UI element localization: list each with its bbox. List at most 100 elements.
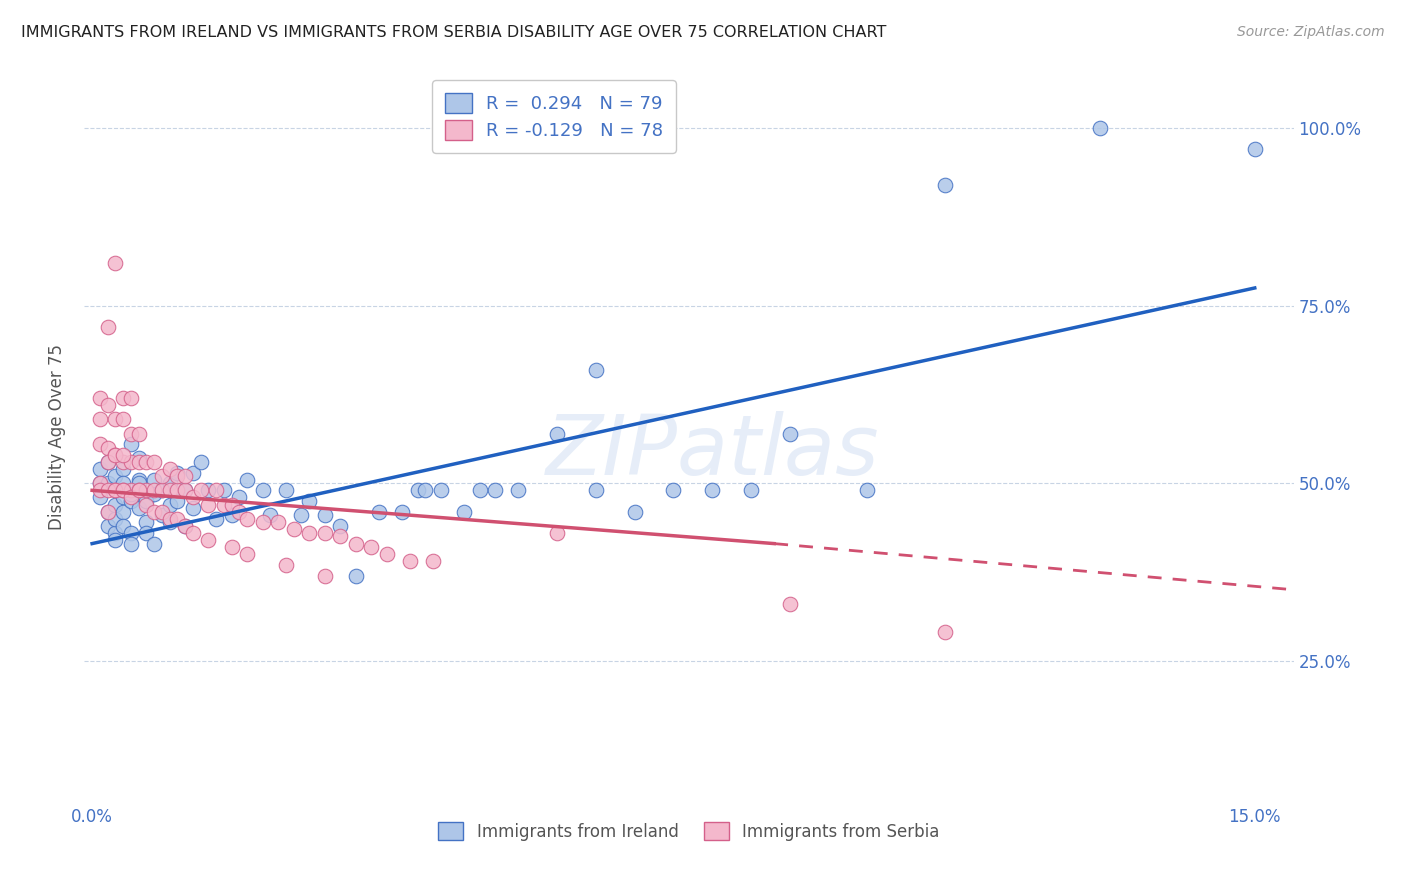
Point — [212, 483, 235, 498]
Point — [267, 516, 290, 530]
Point — [190, 483, 212, 498]
Point — [236, 473, 259, 487]
Point — [120, 437, 142, 451]
Point — [104, 525, 127, 540]
Point — [174, 483, 197, 498]
Point — [128, 426, 150, 441]
Point — [143, 455, 166, 469]
Point — [143, 487, 166, 501]
Point — [623, 505, 645, 519]
Point — [128, 473, 150, 487]
Point — [375, 547, 398, 561]
Point — [205, 483, 228, 498]
Point — [143, 483, 166, 498]
Point — [585, 483, 607, 498]
Point — [128, 483, 150, 498]
Point — [221, 498, 243, 512]
Point — [120, 491, 142, 505]
Point — [104, 512, 127, 526]
Point — [174, 483, 197, 498]
Point — [112, 455, 135, 469]
Point — [112, 483, 135, 498]
Point — [329, 529, 352, 543]
Point — [274, 558, 297, 572]
Point — [104, 498, 127, 512]
Point — [150, 469, 173, 483]
Point — [112, 391, 135, 405]
Point — [212, 498, 235, 512]
Point — [112, 476, 135, 491]
Point — [97, 505, 120, 519]
Point — [779, 426, 801, 441]
Point — [166, 469, 188, 483]
Point — [1243, 143, 1265, 157]
Point — [166, 466, 188, 480]
Point — [329, 519, 352, 533]
Point — [120, 494, 142, 508]
Point — [120, 483, 142, 498]
Point — [143, 473, 166, 487]
Point — [399, 554, 422, 568]
Point — [290, 508, 312, 523]
Point — [104, 533, 127, 547]
Point — [104, 483, 127, 498]
Point — [150, 508, 173, 523]
Point — [104, 483, 127, 498]
Point — [97, 455, 120, 469]
Point — [236, 547, 259, 561]
Text: IMMIGRANTS FROM IRELAND VS IMMIGRANTS FROM SERBIA DISABILITY AGE OVER 75 CORRELA: IMMIGRANTS FROM IRELAND VS IMMIGRANTS FR… — [21, 25, 886, 40]
Text: ZIPatlas: ZIPatlas — [547, 411, 880, 492]
Point — [89, 412, 111, 426]
Point — [166, 483, 188, 498]
Point — [150, 505, 173, 519]
Point — [228, 505, 250, 519]
Point — [934, 625, 956, 640]
Point — [128, 476, 150, 491]
Point — [112, 448, 135, 462]
Point — [197, 498, 219, 512]
Point — [181, 491, 204, 505]
Point — [406, 483, 429, 498]
Point — [89, 483, 111, 498]
Point — [174, 469, 197, 483]
Point — [97, 320, 120, 334]
Point — [104, 412, 127, 426]
Point — [159, 483, 181, 498]
Point — [252, 516, 274, 530]
Point — [391, 505, 413, 519]
Point — [702, 483, 724, 498]
Point — [228, 491, 250, 505]
Point — [174, 519, 197, 533]
Point — [314, 568, 336, 582]
Point — [97, 455, 120, 469]
Point — [104, 448, 127, 462]
Point — [181, 501, 204, 516]
Point — [143, 536, 166, 550]
Point — [205, 512, 228, 526]
Point — [159, 512, 181, 526]
Point — [174, 519, 197, 533]
Point — [112, 505, 135, 519]
Point — [89, 391, 111, 405]
Point — [112, 412, 135, 426]
Point — [89, 462, 111, 476]
Point — [546, 426, 568, 441]
Point — [934, 178, 956, 192]
Point — [120, 525, 142, 540]
Point — [104, 256, 127, 270]
Point — [120, 455, 142, 469]
Point — [89, 476, 111, 491]
Point — [97, 519, 120, 533]
Point — [236, 512, 259, 526]
Point — [120, 426, 142, 441]
Point — [159, 516, 181, 530]
Point — [468, 483, 491, 498]
Point — [89, 491, 111, 505]
Point — [1088, 121, 1111, 136]
Point — [135, 516, 157, 530]
Point — [283, 522, 305, 536]
Point — [484, 483, 506, 498]
Point — [314, 525, 336, 540]
Point — [274, 483, 297, 498]
Point — [367, 505, 389, 519]
